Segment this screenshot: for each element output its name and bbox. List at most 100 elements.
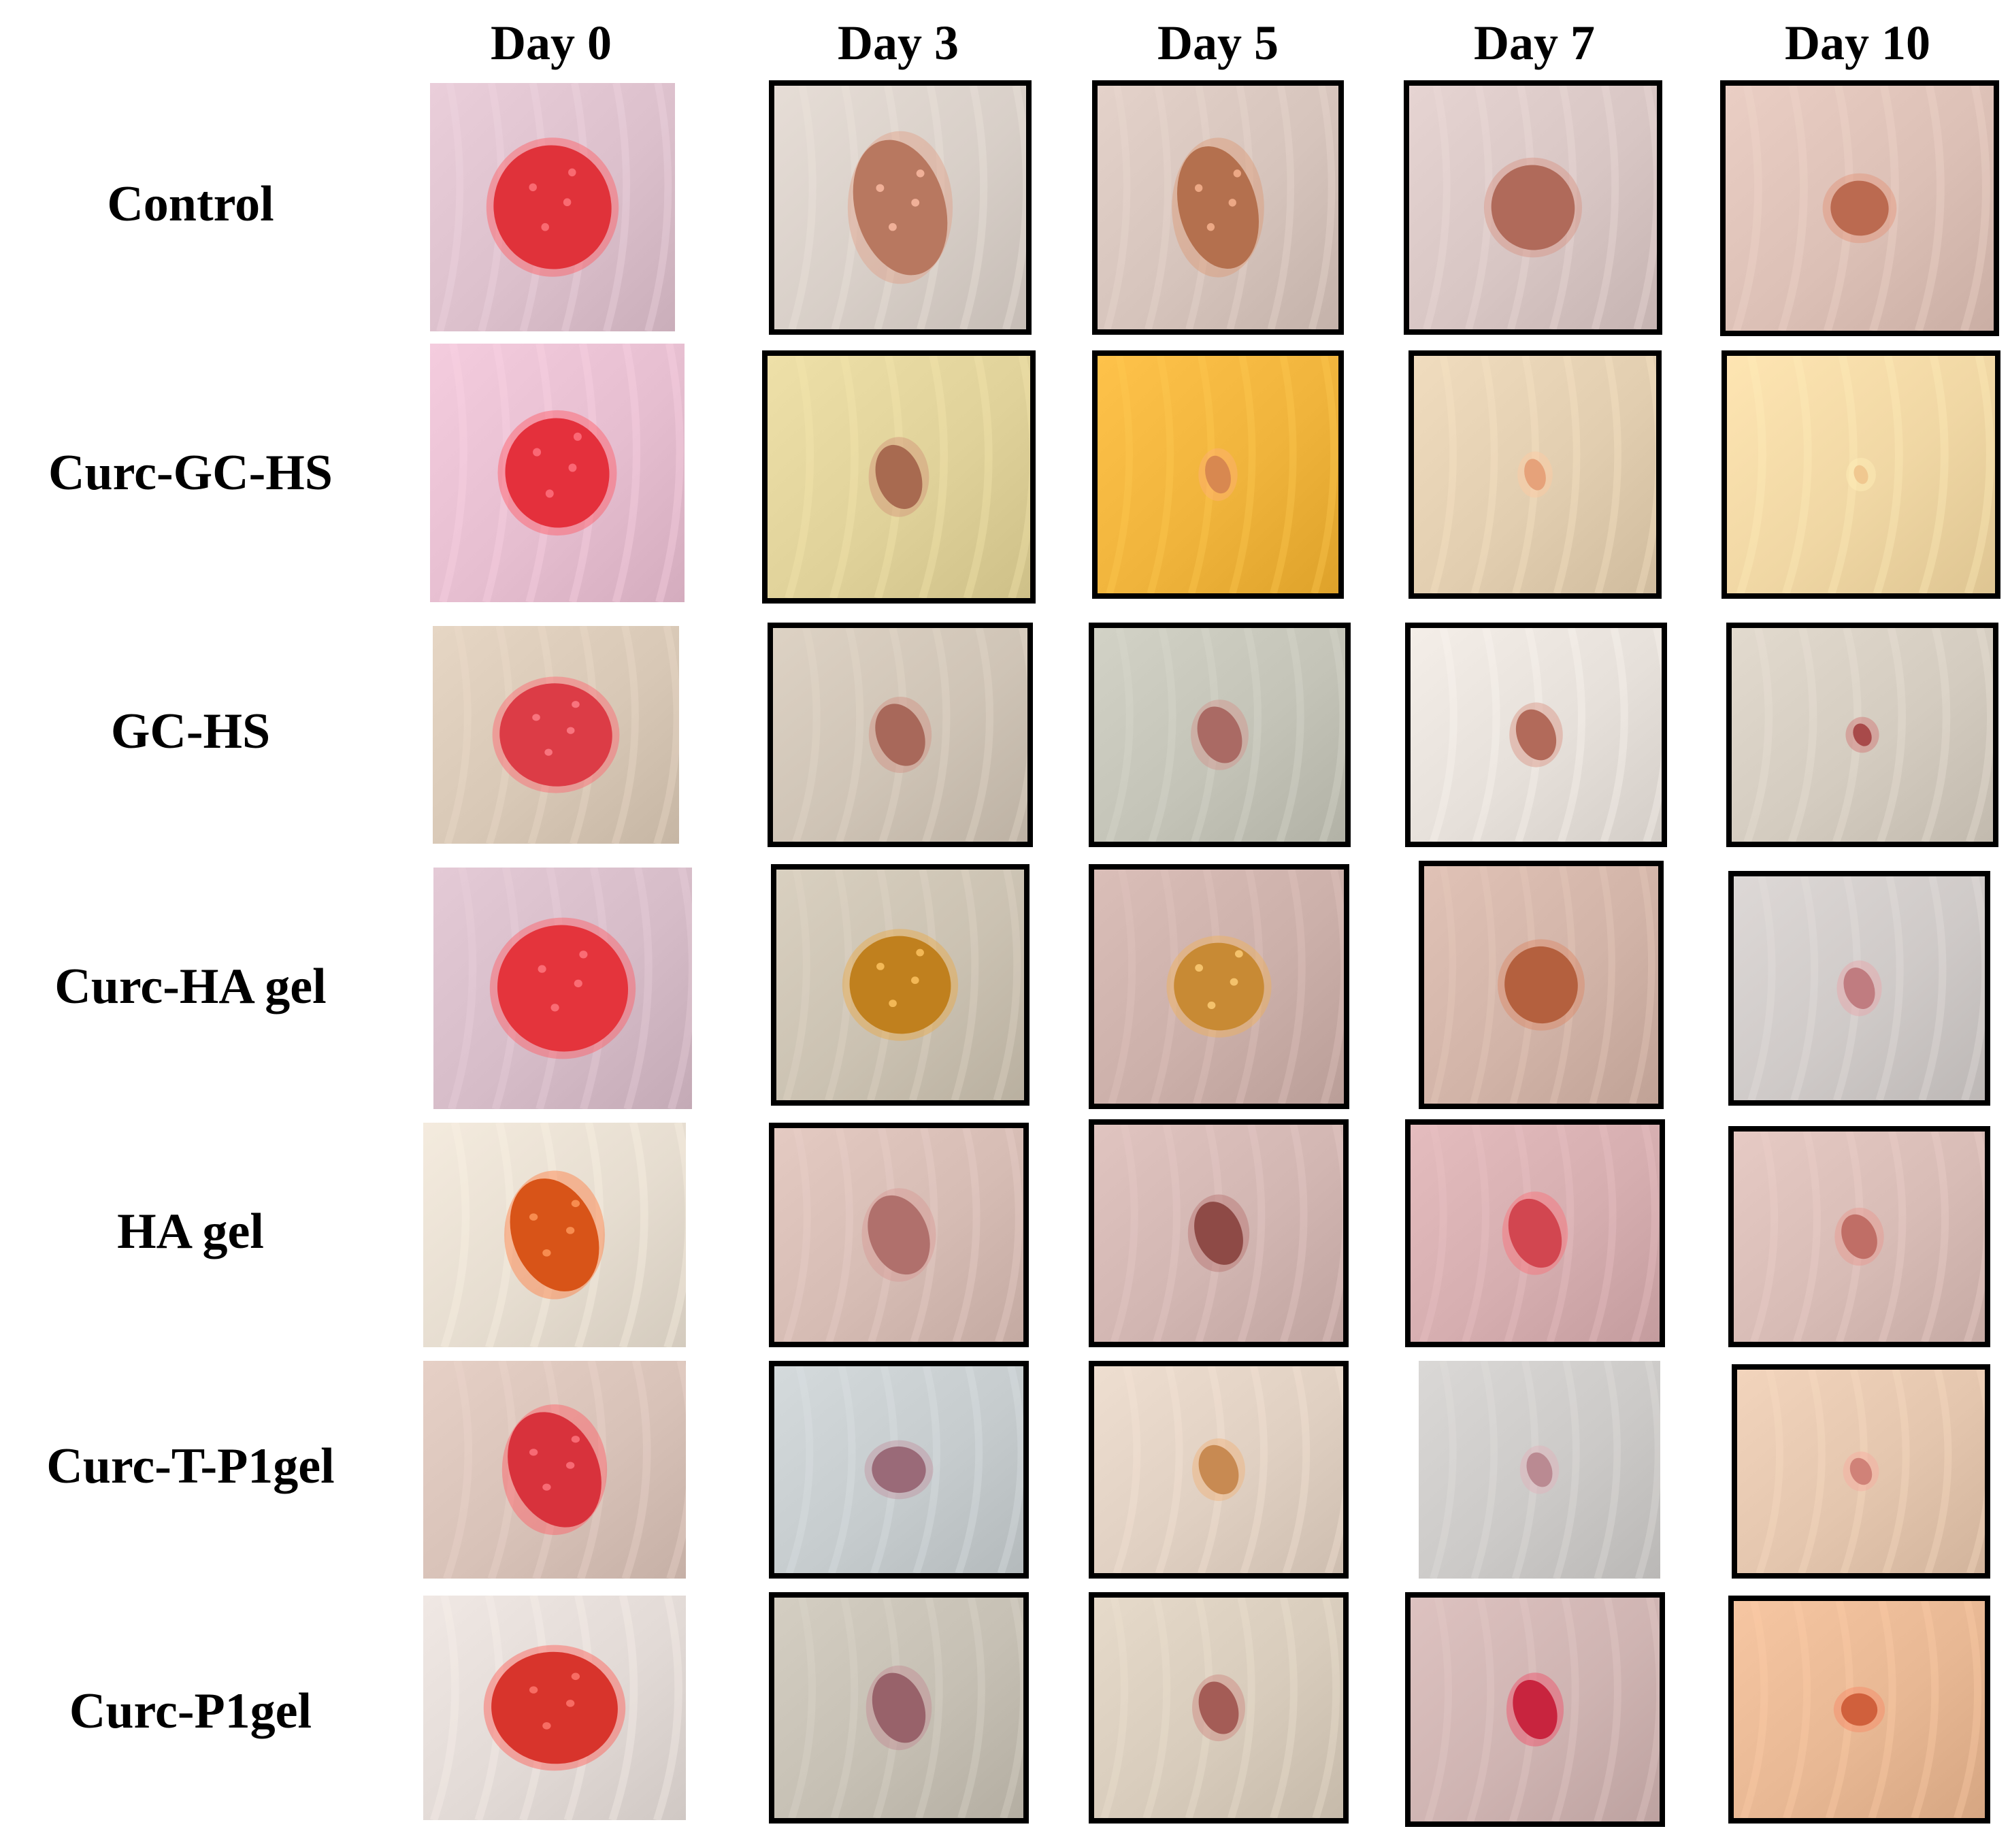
wound-illustration — [430, 83, 675, 331]
wound-illustration — [776, 870, 1024, 1100]
fur-streak — [1594, 356, 1621, 593]
wound-area — [499, 683, 612, 787]
fur-streak — [1918, 356, 1949, 593]
fur-streak — [1827, 356, 1858, 593]
wound-speckle — [916, 169, 925, 178]
wound-area — [491, 1651, 618, 1764]
wound-illustration — [1734, 1132, 1985, 1342]
fur-streak — [1228, 1598, 1255, 1818]
fur-streak — [1778, 86, 1808, 331]
wound-area — [1524, 459, 1546, 491]
fur-streak — [1008, 628, 1027, 842]
wound-photo-ha-gel-day-5 — [1089, 1119, 1349, 1347]
fur-streak — [1279, 1125, 1308, 1342]
fur-streak — [1594, 1361, 1621, 1579]
wound-illustration — [774, 1128, 1023, 1342]
wound-photo-curc-p1gel-day-10 — [1728, 1596, 1990, 1824]
wound-illustration — [1732, 628, 1993, 842]
wound-speckle — [544, 748, 553, 756]
fur-streak — [1229, 356, 1256, 593]
wound-speckle — [545, 489, 554, 498]
wound-illustration — [768, 356, 1030, 598]
fur-streak — [1553, 1361, 1580, 1579]
fur-streak — [429, 1596, 459, 1820]
wound-illustration — [1419, 1361, 1660, 1579]
fur-streak — [912, 1366, 940, 1573]
fur-streak — [1240, 1366, 1268, 1573]
wound-photo-curc-ha-gel-day-3 — [771, 864, 1029, 1106]
row-label-curc-gc-hs: Curc-GC-HS — [48, 445, 333, 501]
fur-streak — [577, 1361, 606, 1579]
wound-area — [1198, 1681, 1239, 1734]
fur-streak — [1311, 356, 1338, 593]
wound-area — [872, 1672, 926, 1743]
wound-photo-curc-ha-gel-day-5 — [1089, 864, 1349, 1109]
wound-speckle — [571, 1672, 580, 1681]
fur-streak — [1553, 356, 1581, 593]
wound-photo-control-day-3 — [769, 80, 1032, 335]
fur-streak — [1100, 1598, 1129, 1818]
wound-speckle — [563, 198, 572, 207]
fur-streak — [644, 83, 672, 331]
column-header-day-5: Day 5 — [1157, 16, 1279, 70]
fur-streak — [1600, 628, 1628, 842]
wound-illustration — [433, 868, 692, 1109]
wound-area — [1841, 1214, 1877, 1259]
wound-area — [872, 1446, 926, 1494]
fur-streak — [1462, 1125, 1489, 1342]
fur-streak — [1282, 1366, 1311, 1573]
wound-photo-ha-gel-day-10 — [1728, 1126, 1990, 1347]
fur-streak — [436, 83, 464, 331]
fur-streak — [623, 868, 653, 1109]
wound-speckle — [529, 1213, 538, 1221]
wound-illustration — [423, 1596, 686, 1820]
fur-streak — [1465, 86, 1493, 329]
fur-streak — [1002, 86, 1026, 329]
fur-streak — [1960, 86, 1990, 331]
fur-streak — [825, 1128, 853, 1342]
wound-photo-curc-p1gel-day-0 — [423, 1596, 686, 1820]
wound-speckle — [1206, 222, 1215, 231]
fur-streak — [448, 868, 477, 1109]
fur-streak — [612, 344, 641, 602]
fur-streak — [653, 1596, 682, 1820]
fur-streak — [1546, 1125, 1575, 1342]
fur-streak — [1148, 628, 1176, 842]
fur-streak — [439, 344, 467, 602]
wound-speckle — [550, 1004, 559, 1012]
fur-streak — [1237, 1125, 1266, 1342]
fur-streak — [785, 1366, 814, 1573]
wound-speckle — [911, 976, 919, 985]
fur-streak — [1966, 1370, 1985, 1573]
row-label-control: Control — [107, 176, 274, 232]
wound-speckle — [1228, 199, 1236, 207]
fur-streak — [1470, 866, 1496, 1104]
wound-area — [493, 145, 612, 269]
fur-streak — [919, 356, 949, 598]
wound-area — [1841, 1693, 1878, 1726]
wound-illustration — [1726, 86, 1994, 331]
wound-speckle — [571, 1200, 580, 1208]
wound-area — [868, 1195, 930, 1275]
wound-speckle — [529, 1449, 538, 1456]
wound-photo-curc-t-p1gel-day-10 — [1732, 1364, 1990, 1579]
fur-streak — [1743, 628, 1773, 842]
wound-area — [1508, 1198, 1562, 1268]
wound-area — [497, 925, 629, 1052]
fur-streak — [1877, 628, 1906, 842]
fur-streak — [440, 1123, 470, 1347]
column-header-day-7: Day 7 — [1474, 16, 1595, 70]
wound-photo-gc-hs-day-3 — [768, 623, 1033, 847]
wound-photo-control-day-7 — [1404, 80, 1662, 335]
fur-streak — [1635, 356, 1656, 593]
fur-streak — [825, 870, 853, 1100]
wound-speckle — [565, 1227, 575, 1234]
fur-streak — [611, 626, 639, 844]
fur-streak — [1106, 356, 1133, 593]
fur-streak — [1629, 866, 1655, 1104]
fur-streak — [1783, 1601, 1811, 1818]
fur-streak — [443, 1361, 473, 1579]
fur-streak — [1312, 1598, 1340, 1818]
wound-area — [1843, 968, 1875, 1009]
